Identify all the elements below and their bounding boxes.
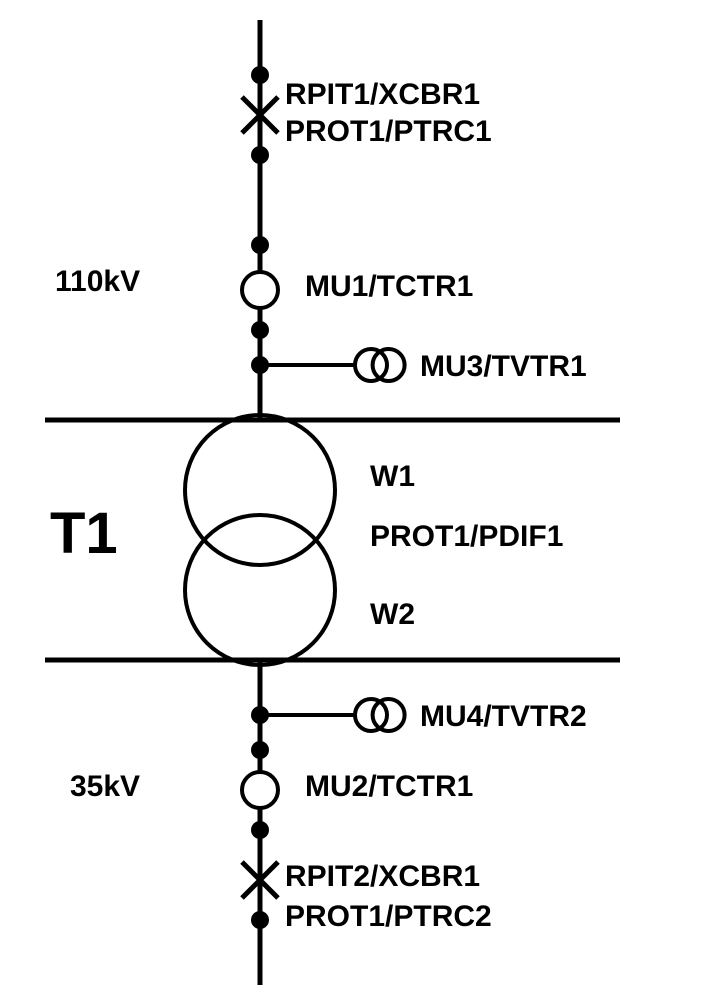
node-7 [251, 356, 269, 374]
label-35kv: 35kV [70, 770, 140, 804]
node-4 [251, 741, 269, 759]
node-1 [251, 146, 269, 164]
node-0 [251, 66, 269, 84]
label-110kv: 110kV [55, 265, 140, 299]
label-pdif: PROT1/PDIF1 [370, 520, 563, 554]
ct-top-icon [242, 272, 278, 308]
label-w1: W1 [370, 460, 415, 494]
label-t1: T1 [50, 500, 118, 567]
label-ptrc2: PROT1/PTRC2 [285, 900, 492, 934]
node-3 [251, 321, 269, 339]
label-mu3: MU3/TVTR1 [420, 350, 587, 384]
node-6 [251, 911, 269, 929]
label-mu1: MU1/TCTR1 [305, 270, 473, 304]
label-ptrc1: PROT1/PTRC1 [285, 115, 492, 149]
label-mu2: MU2/TCTR1 [305, 770, 473, 804]
node-2 [251, 236, 269, 254]
ct-bot-icon [242, 772, 278, 808]
label-rpit2: RPIT2/XCBR1 [285, 860, 480, 894]
label-rpit1: RPIT1/XCBR1 [285, 78, 480, 112]
label-w2: W2 [370, 598, 415, 632]
diagram-canvas: RPIT1/XCBR1 PROT1/PTRC1 110kV MU1/TCTR1 … [0, 0, 709, 1000]
transformer-w1-icon [185, 415, 335, 565]
label-mu4: MU4/TVTR2 [420, 700, 587, 734]
node-8 [251, 706, 269, 724]
node-5 [251, 821, 269, 839]
transformer-w2-icon [185, 515, 335, 665]
